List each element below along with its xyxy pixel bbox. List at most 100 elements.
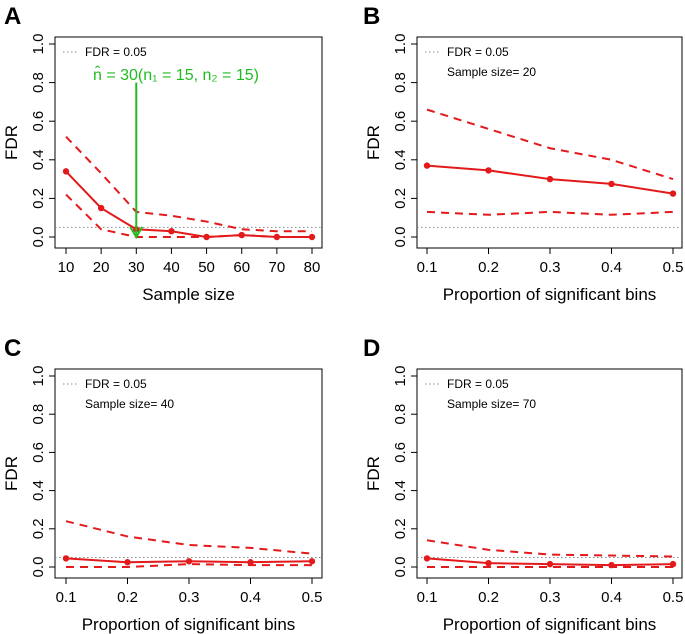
y-tick-label: 0.0 (392, 557, 409, 578)
data-point (97, 204, 105, 212)
x-axis-label: Proportion of significant bins (443, 615, 657, 634)
data-point (608, 180, 615, 188)
y-tick-label: 0.8 (392, 72, 409, 93)
x-tick-label: 0.3 (540, 259, 561, 276)
x-tick-label: 80 (304, 259, 321, 276)
legend-text: Sample size= 20 (447, 65, 536, 79)
x-tick-label: 0.5 (663, 259, 684, 276)
y-tick-label: 0.4 (392, 480, 409, 501)
x-tick-label: 0.2 (478, 589, 499, 606)
x-tick-label: 10 (58, 259, 75, 276)
x-tick-label: 0.2 (478, 259, 499, 276)
y-tick-label: 0.4 (30, 480, 47, 501)
y-axis-label: FDR (2, 125, 21, 160)
series-upper (426, 108, 674, 181)
panel-label: A (4, 3, 21, 30)
data-point (546, 175, 554, 183)
x-tick-label: 60 (233, 259, 250, 276)
series-upper (65, 520, 313, 555)
x-tick-label: 0.5 (302, 589, 323, 606)
x-tick-label: 0.1 (56, 589, 77, 606)
y-tick-label: 0.6 (392, 442, 409, 463)
panel-B: B 0.0 0.2 0.4 0.6 0.8 1.0 0.1 0.2 0.3 0.4 0.5 Propor… (363, 3, 683, 304)
data-point (485, 167, 492, 174)
x-tick-label: 30 (128, 259, 145, 276)
y-tick-label: 0.0 (30, 227, 47, 248)
panel-label: D (363, 335, 380, 362)
data-point (308, 233, 316, 241)
legend-text: FDR = 0.05 (447, 45, 509, 59)
x-axis-label: Proportion of significant bins (443, 285, 657, 304)
y-axis-label: FDR (364, 125, 383, 160)
data-point (423, 162, 431, 169)
panel-C: C 0.0 0.2 0.4 0.6 0.8 1.0 0.1 0.2 0.3 0.4 0.5 Propor… (2, 335, 323, 634)
panel-A: A 0.0 0.2 0.4 0.6 0.8 1.0 10 20 30 40 50 60 70 80 Sampl… (2, 3, 323, 304)
x-tick-label: 50 (198, 259, 215, 276)
data-point (546, 560, 554, 568)
series-lower (426, 210, 674, 216)
data-point (308, 558, 316, 565)
data-point (669, 560, 677, 568)
x-tick-label: 40 (163, 259, 180, 276)
legend-text: Sample size= 70 (447, 397, 536, 411)
legend-text: FDR = 0.05 (85, 45, 147, 59)
y-tick-label: 0.2 (30, 188, 47, 209)
arrow-head-icon (129, 226, 144, 239)
y-tick-label: 0.2 (392, 188, 409, 209)
data-point (485, 559, 492, 567)
y-tick-label: 0.6 (30, 442, 47, 463)
y-tick-label: 0.2 (30, 518, 47, 539)
x-tick-label: 0.1 (417, 259, 438, 276)
annotation-text: n̂ = 30(n₁ = 15, n₂ = 15) (93, 64, 259, 84)
y-tick-label: 0.8 (30, 72, 47, 93)
x-tick-label: 0.4 (601, 589, 622, 606)
panel-label: C (4, 335, 21, 362)
y-tick-label: 0.4 (30, 149, 47, 170)
plot-frame (54, 36, 323, 249)
series-upper (426, 539, 674, 558)
data-point (669, 190, 677, 197)
x-tick-label: 0.5 (663, 589, 684, 606)
x-axis-label: Proportion of significant bins (82, 615, 296, 634)
data-point (124, 559, 131, 566)
data-point (238, 231, 245, 239)
panel-label: B (363, 3, 380, 30)
y-tick-label: 0.4 (392, 149, 409, 170)
legend-text: FDR = 0.05 (447, 377, 509, 391)
x-tick-label: 20 (93, 259, 110, 276)
x-tick-label: 0.3 (540, 589, 561, 606)
legend-text: Sample size= 40 (85, 397, 174, 411)
y-tick-label: 0.0 (392, 227, 409, 248)
y-tick-label: 1.0 (30, 366, 47, 387)
data-point (185, 558, 193, 565)
data-point (62, 168, 70, 175)
series-mean (65, 170, 312, 239)
panel-D: D 0.0 0.2 0.4 0.6 0.8 1.0 0.1 0.2 0.3 0.4 0.5 Propor… (363, 335, 683, 634)
y-tick-label: 0.6 (392, 111, 409, 132)
series-lower (66, 563, 312, 568)
x-tick-label: 0.4 (601, 259, 622, 276)
y-axis-label: FDR (2, 456, 21, 491)
data-point (62, 555, 70, 562)
data-point (423, 555, 431, 562)
y-tick-label: 0.8 (30, 404, 47, 425)
y-tick-label: 1.0 (392, 366, 409, 387)
x-tick-label: 0.4 (240, 589, 261, 606)
data-point (247, 559, 254, 566)
series-upper (65, 135, 312, 233)
x-axis-label: Sample size (142, 285, 235, 304)
x-tick-label: 0.2 (117, 589, 138, 606)
x-tick-label: 0.1 (417, 589, 438, 606)
x-tick-label: 0.3 (179, 589, 200, 606)
data-point (168, 228, 175, 235)
x-tick-label: 70 (269, 259, 286, 276)
y-tick-label: 0.2 (392, 518, 409, 539)
y-axis-label: FDR (364, 456, 383, 491)
y-tick-label: 0.0 (30, 557, 47, 578)
y-tick-label: 0.6 (30, 111, 47, 132)
legend-text: FDR = 0.05 (85, 377, 147, 391)
y-tick-label: 0.8 (392, 404, 409, 425)
y-tick-label: 1.0 (392, 34, 409, 55)
y-tick-label: 1.0 (30, 34, 47, 55)
